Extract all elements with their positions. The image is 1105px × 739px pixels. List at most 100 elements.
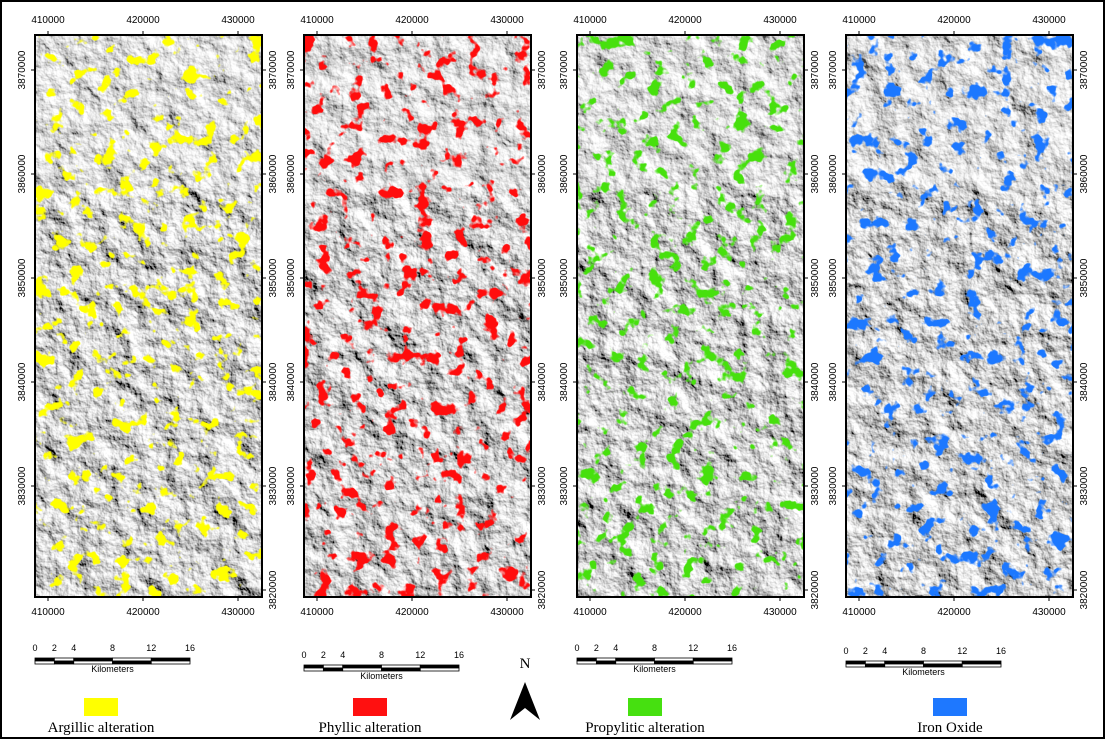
- scale-segment: [962, 664, 1001, 667]
- scale-tick-label: 0: [843, 646, 848, 656]
- x-tick-label: 430000: [763, 15, 797, 26]
- scale-tick-label: 0: [32, 643, 37, 653]
- scale-tick-label: 12: [415, 650, 425, 660]
- y-tick-label: 3860000: [559, 154, 570, 193]
- scale-segment: [54, 658, 73, 661]
- scale-tick-label: 0: [301, 650, 306, 660]
- x-tick-label: 420000: [395, 607, 429, 618]
- scale-segment: [35, 661, 54, 664]
- y-tick-label: 3860000: [810, 154, 821, 193]
- x-tick-label: 410000: [31, 607, 65, 618]
- x-tick-label: 410000: [842, 15, 876, 26]
- legend-label: Argillic alteration: [48, 720, 155, 736]
- scale-segment: [962, 661, 1001, 664]
- y-tick-label: 3850000: [17, 258, 28, 297]
- y-tick-label: 3870000: [537, 50, 548, 89]
- x-tick-label: 430000: [221, 607, 255, 618]
- map-panel: 4100004100004200004200004300004300003870…: [828, 15, 1090, 618]
- scale-tick-label: 16: [727, 643, 737, 653]
- legend-swatch: [353, 698, 387, 716]
- x-tick-label: 420000: [395, 15, 429, 26]
- x-tick-label: 420000: [126, 15, 160, 26]
- y-tick-label: 3830000: [559, 466, 570, 505]
- y-tick-label: 3840000: [810, 362, 821, 401]
- x-tick-label: 430000: [1032, 607, 1066, 618]
- legend-swatch: [933, 698, 967, 716]
- scale-segment: [420, 668, 459, 671]
- x-tick-label: 420000: [937, 607, 971, 618]
- y-tick-label: 3860000: [828, 154, 839, 193]
- y-tick-label: 3840000: [537, 362, 548, 401]
- scale-tick-label: 8: [110, 643, 115, 653]
- y-tick-label: 3830000: [537, 466, 548, 505]
- scale-segment: [35, 658, 54, 661]
- y-tick-label: 3830000: [17, 466, 28, 505]
- scale-tick-label: 16: [454, 650, 464, 660]
- scale-segment: [323, 668, 342, 671]
- scale-segment: [616, 658, 655, 661]
- scale-segment: [420, 665, 459, 668]
- scale-unit: Kilometers: [633, 664, 676, 674]
- y-tick-label: 3860000: [537, 154, 548, 193]
- legend-label: Iron Oxide: [917, 720, 983, 736]
- alteration-overlay: [304, 35, 531, 597]
- scale-tick-label: 2: [863, 646, 868, 656]
- scale-tick-label: 16: [996, 646, 1006, 656]
- y-tick-label: 3830000: [1079, 466, 1090, 505]
- y-tick-label: 3820000: [1079, 570, 1090, 609]
- north-arrow: N: [510, 656, 540, 720]
- y-tick-label: 3870000: [828, 50, 839, 89]
- scale-segment: [113, 658, 152, 661]
- scale-segment: [343, 665, 382, 668]
- scale-tick-label: 4: [71, 643, 76, 653]
- scale-tick-label: 12: [688, 643, 698, 653]
- scale-segment: [885, 661, 924, 664]
- scale-tick-label: 4: [340, 650, 345, 660]
- x-tick-label: 430000: [221, 15, 255, 26]
- x-tick-label: 420000: [937, 15, 971, 26]
- scale-segment: [693, 661, 732, 664]
- scale-tick-label: 12: [146, 643, 156, 653]
- x-tick-label: 420000: [126, 607, 160, 618]
- legend-swatch: [628, 698, 662, 716]
- x-tick-label: 420000: [668, 607, 702, 618]
- y-tick-label: 3830000: [828, 466, 839, 505]
- alteration-overlay: [35, 35, 262, 597]
- scale-tick-label: 2: [594, 643, 599, 653]
- scale-tick-label: 4: [613, 643, 618, 653]
- scale-tick-label: 2: [52, 643, 57, 653]
- legend-label: Phyllic alteration: [319, 720, 422, 736]
- y-tick-label: 3870000: [810, 50, 821, 89]
- y-tick-label: 3860000: [286, 154, 297, 193]
- x-tick-label: 410000: [300, 15, 334, 26]
- scale-segment: [577, 661, 596, 664]
- y-tick-label: 3830000: [268, 466, 279, 505]
- scale-segment: [924, 661, 963, 664]
- y-tick-label: 3850000: [286, 258, 297, 297]
- scale-tick-label: 8: [652, 643, 657, 653]
- y-tick-label: 3870000: [1079, 50, 1090, 89]
- scale-segment: [693, 658, 732, 661]
- y-tick-label: 3870000: [17, 50, 28, 89]
- x-tick-label: 420000: [668, 15, 702, 26]
- x-tick-label: 430000: [1032, 15, 1066, 26]
- x-tick-label: 410000: [573, 607, 607, 618]
- y-tick-label: 3820000: [537, 570, 548, 609]
- y-tick-label: 3850000: [268, 258, 279, 297]
- y-tick-label: 3860000: [268, 154, 279, 193]
- map-panel: 4100004100004200004200004300004300003870…: [559, 15, 821, 618]
- y-tick-label: 3840000: [17, 362, 28, 401]
- scale-segment: [596, 658, 615, 661]
- scale-segment: [151, 658, 190, 661]
- scale-tick-label: 2: [321, 650, 326, 660]
- x-tick-label: 410000: [300, 607, 334, 618]
- scale-segment: [74, 658, 113, 661]
- y-tick-label: 3850000: [537, 258, 548, 297]
- scale-segment: [304, 668, 323, 671]
- y-tick-label: 3820000: [810, 570, 821, 609]
- scale-segment: [846, 661, 865, 664]
